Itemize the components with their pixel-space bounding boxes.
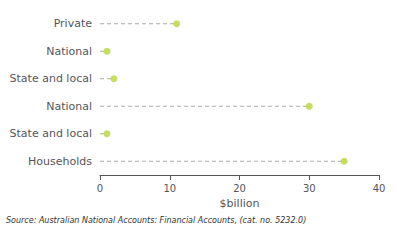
svg-text:30: 30 bbox=[303, 183, 316, 194]
svg-text:Households: Households bbox=[28, 155, 92, 168]
svg-text:20: 20 bbox=[233, 183, 246, 194]
svg-text:State and local: State and local bbox=[10, 72, 92, 85]
svg-text:Source: Australian National Ac: Source: Australian National Accounts: Fi… bbox=[6, 216, 306, 225]
svg-text:National: National bbox=[46, 100, 92, 113]
svg-text:$billion: $billion bbox=[220, 197, 260, 210]
svg-text:0: 0 bbox=[97, 183, 103, 194]
svg-text:40: 40 bbox=[373, 183, 386, 194]
svg-text:10: 10 bbox=[163, 183, 176, 194]
svg-text:State and local: State and local bbox=[10, 127, 92, 140]
svg-text:Private: Private bbox=[54, 17, 93, 30]
svg-text:National: National bbox=[46, 45, 92, 58]
